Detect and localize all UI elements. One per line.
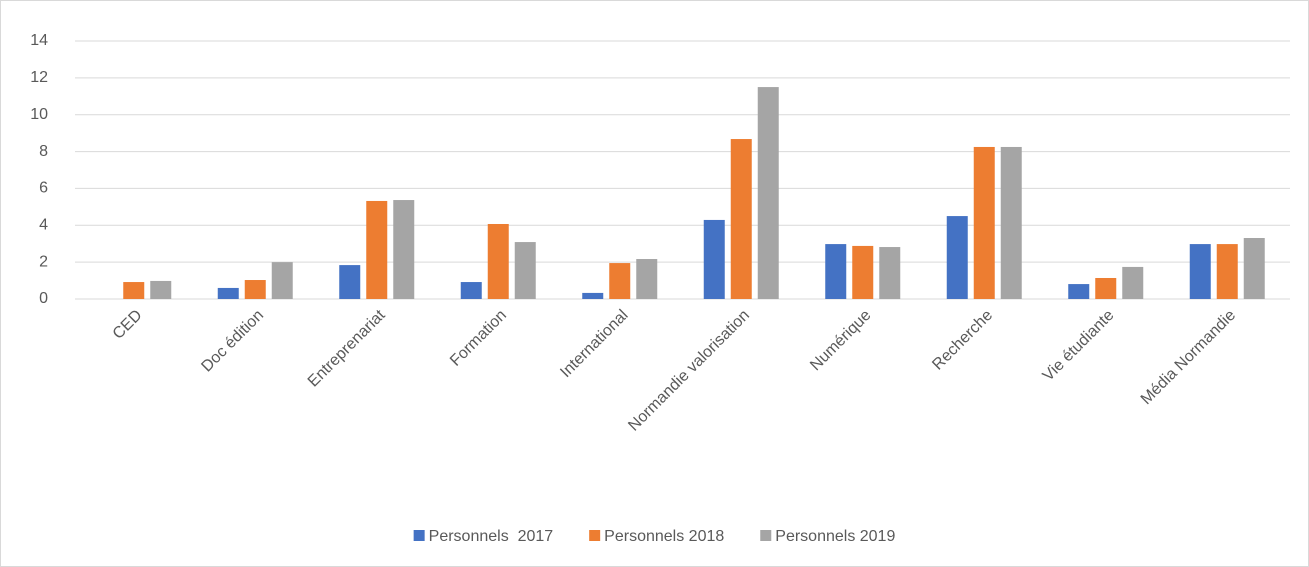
- legend-swatch: [589, 530, 601, 541]
- y-tick-label: 2: [39, 253, 48, 270]
- bar: [1000, 146, 1022, 299]
- bar: [1068, 284, 1090, 299]
- legend-swatch: [413, 530, 425, 541]
- bar: [730, 139, 752, 299]
- bar: [973, 146, 995, 299]
- bar: [1243, 238, 1265, 299]
- bar: [217, 287, 239, 299]
- y-tick-label: 6: [39, 180, 48, 197]
- y-tick-label: 4: [39, 217, 48, 234]
- bar: [1189, 244, 1211, 299]
- bar: [271, 262, 293, 299]
- bar: [366, 200, 388, 299]
- bar: [1095, 277, 1117, 299]
- bar: [636, 259, 658, 299]
- bar: [1122, 266, 1144, 299]
- legend-swatch: [760, 530, 772, 541]
- bar: [487, 223, 509, 299]
- bar: [757, 87, 779, 299]
- bar: [393, 200, 415, 299]
- bar: [946, 216, 968, 299]
- bar: [852, 245, 874, 299]
- bar: [609, 263, 631, 299]
- bar: [244, 280, 266, 299]
- bar: [460, 282, 482, 299]
- bar: [123, 282, 145, 299]
- bar: [150, 280, 172, 299]
- bar: [339, 265, 361, 299]
- legend-label: Personnels 2018: [604, 528, 724, 545]
- legend-label: Personnels 2019: [775, 528, 895, 545]
- bar: [1216, 244, 1238, 299]
- bar: [514, 242, 536, 299]
- legend-label: Personnels 2017: [429, 528, 554, 545]
- y-tick-label: 14: [30, 32, 48, 49]
- bar: [582, 292, 604, 299]
- y-tick-label: 0: [39, 290, 48, 307]
- bar: [879, 247, 901, 299]
- bar: [703, 219, 725, 299]
- y-tick-label: 10: [30, 106, 48, 123]
- bar: [825, 244, 847, 299]
- y-tick-label: 8: [39, 143, 48, 160]
- y-tick-label: 12: [30, 69, 48, 86]
